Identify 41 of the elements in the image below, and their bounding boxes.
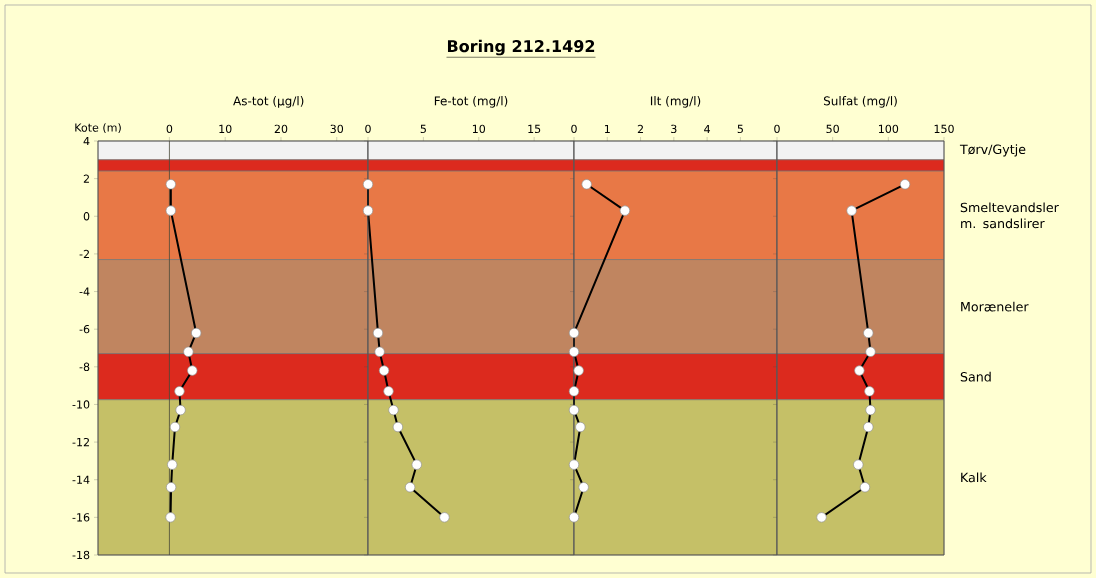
band-label: Smeltevandsler m. sandslirer [960,202,1059,229]
x-tick-label: 150 [934,124,954,134]
x-tick-label: 50 [826,124,839,134]
x-tick-label: 15 [528,124,541,134]
x-tick-label: 3 [671,124,677,134]
x-tick-label: 20 [274,124,288,134]
y-tick-label: -2 [79,249,89,259]
y-tick-label: -4 [79,287,90,296]
x-tick-label: 30 [330,124,344,134]
x-tick-label: 0 [774,124,780,134]
y-tick-label: -18 [72,550,90,560]
chart-title: Boring 212.1492 [447,39,595,56]
x-axis-title: Ilt (mg/l) [650,96,701,108]
x-tick-label: 4 [704,124,711,134]
x-tick-label: 100 [878,124,899,134]
band-label: Tørv/Gytje [959,144,1026,157]
band-label: Sand [960,371,991,382]
y-tick-label: -14 [72,475,90,484]
y-tick-label: 0 [83,212,90,221]
x-tick-label: 1 [604,124,610,134]
x-axis-title: Fe-tot (mg/l) [434,96,508,108]
x-tick-label: 10 [219,124,232,134]
y-tick-label: -6 [79,324,90,334]
x-tick-label: 0 [365,124,371,134]
band-label: Moræneler [961,301,1029,312]
y-axis-title: Kote (m) [75,123,121,134]
y-tick-label: 2 [83,174,89,183]
x-tick-label: 0 [571,124,577,134]
y-tick-label: -12 [72,437,89,447]
x-tick-label: 10 [472,124,486,134]
x-axis-title: Sulfat (mg/l) [823,96,897,108]
y-tick-label: 4 [83,136,90,146]
y-tick-label: -8 [79,362,90,371]
band-label: Kalk [961,472,987,483]
y-tick-label: -16 [72,513,90,522]
x-tick-label: 5 [737,124,743,134]
x-tick-label: 0 [166,124,173,134]
x-tick-label: 2 [637,124,643,134]
y-tick-label: -10 [72,400,90,409]
x-tick-label: 5 [420,124,426,134]
x-axis-title: As-tot (µg/l) [233,96,304,108]
